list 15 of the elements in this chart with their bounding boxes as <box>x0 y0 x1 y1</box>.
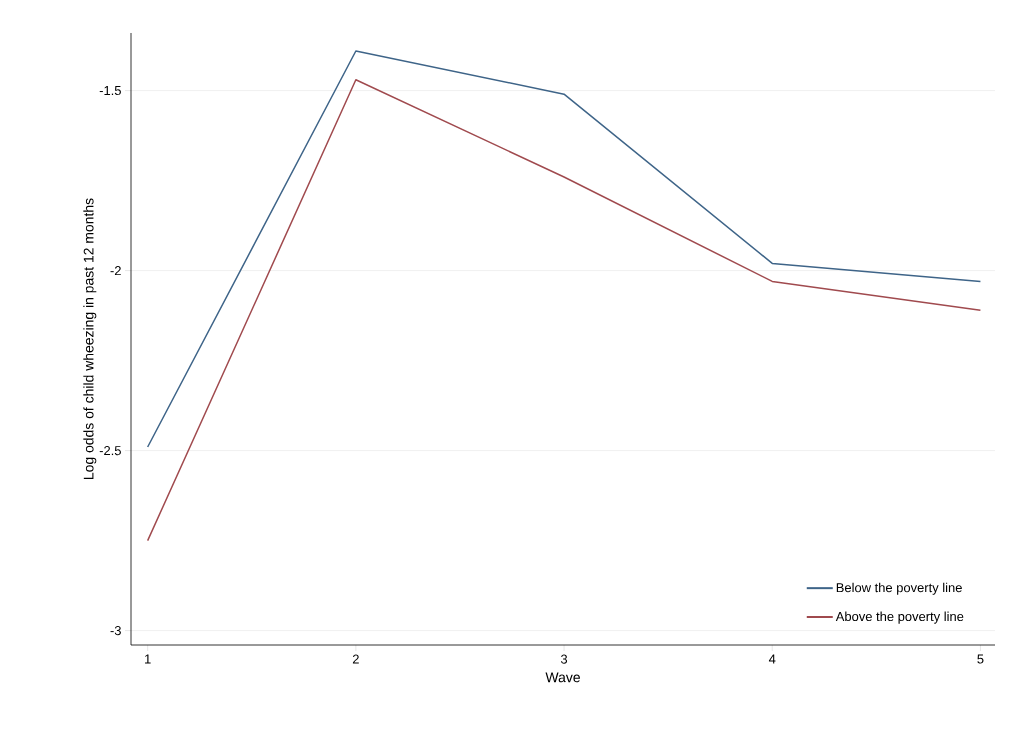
line-series <box>146 50 982 448</box>
x-tick-label: 2 <box>352 654 359 664</box>
y-tick-label: -2.5 <box>99 446 121 456</box>
y-axis-title: Log odds of child wheezing in past 12 months <box>83 198 97 479</box>
y-tick-label: -2 <box>110 266 121 276</box>
y-tick-label: -1.5 <box>99 86 121 96</box>
y-tick-label: -3 <box>110 626 121 636</box>
legend-label: Above the poverty line <box>835 611 964 624</box>
x-tick-label: 3 <box>560 654 568 664</box>
line-series <box>146 79 982 542</box>
x-axis-title: Wave <box>545 672 580 683</box>
x-tick-label: 1 <box>145 654 151 664</box>
x-tick-label: 4 <box>768 654 776 664</box>
legend-label: Below the poverty line <box>836 582 962 595</box>
x-tick-label: 5 <box>977 654 984 664</box>
